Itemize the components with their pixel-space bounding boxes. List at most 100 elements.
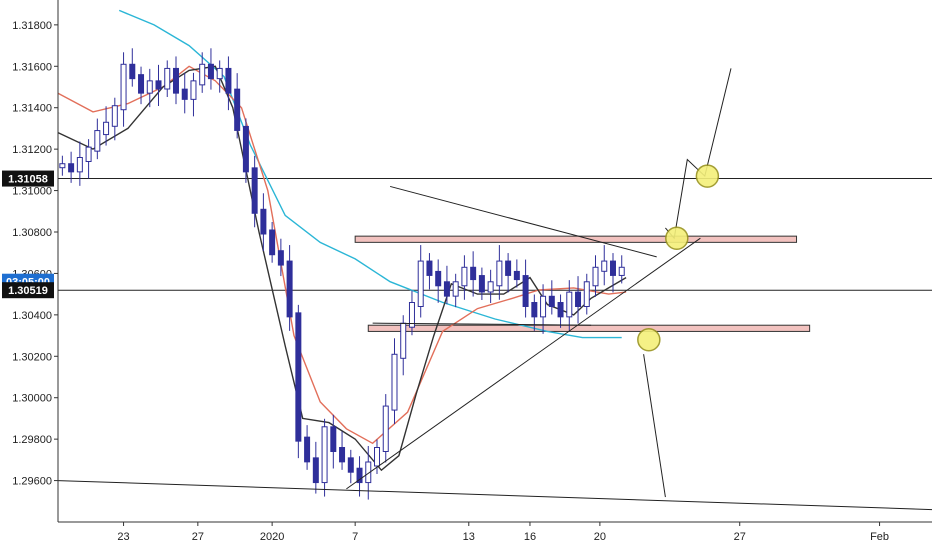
- candle-body: [225, 67, 232, 94]
- moving-average-line: [57, 65, 627, 472]
- axes: [57, 0, 932, 523]
- price-badge: [2, 282, 54, 299]
- candle-body: [339, 447, 346, 463]
- y-tick-label: 1.30400: [12, 310, 52, 322]
- candle-body: [478, 275, 485, 293]
- y-tick-label: 1.31600: [12, 61, 52, 73]
- candle-body: [59, 163, 66, 169]
- candle-body: [391, 353, 398, 411]
- trendline: [372, 322, 592, 326]
- x-tick-label: 16: [524, 531, 536, 543]
- y-tick-label: 1.30000: [12, 393, 52, 405]
- candles: [59, 48, 625, 500]
- candle-body: [417, 260, 424, 308]
- candle-body: [129, 63, 136, 80]
- candle-body: [68, 163, 75, 173]
- candle-body: [609, 260, 616, 276]
- x-axis-ticks: 23 27 2020 7 13 16 20 27 Feb: [117, 522, 889, 543]
- y-axis-ticks: 1.31800 1.31600 1.31400 1.31200 1.31000 1.308…: [12, 20, 58, 488]
- candle-body: [583, 281, 590, 307]
- candle-body: [138, 74, 145, 94]
- candle-body: [382, 405, 389, 453]
- x-tick-label: Feb: [870, 531, 889, 543]
- candle-body: [548, 295, 555, 307]
- y-tick-label: 1.31200: [12, 144, 52, 156]
- candle-body: [286, 260, 293, 318]
- trendline: [389, 185, 657, 258]
- candle-body: [487, 281, 494, 293]
- candle-body: [426, 260, 433, 276]
- candle-body: [277, 250, 284, 266]
- candle-body: [260, 208, 267, 235]
- candle-body: [601, 260, 608, 272]
- candle-body: [85, 146, 92, 162]
- candle-body: [400, 322, 407, 359]
- candle-body: [470, 266, 477, 281]
- x-tick-label: 13: [463, 531, 475, 543]
- marker-circle: [665, 226, 689, 250]
- candle-body: [540, 295, 547, 318]
- y-tick-label: 1.30800: [12, 227, 52, 239]
- horizontal-lines: [58, 178, 932, 291]
- candle-body: [505, 260, 512, 276]
- candle-body: [199, 63, 206, 86]
- candle-body: [312, 457, 319, 484]
- candle-body: [216, 67, 223, 80]
- candle-body: [557, 302, 564, 318]
- y-tick-label: 1.31000: [12, 186, 52, 198]
- candle-body: [172, 67, 179, 94]
- candle-body: [234, 88, 241, 131]
- moving-average-line: [118, 9, 622, 339]
- candle-body: [575, 291, 582, 307]
- candle-body: [347, 457, 354, 473]
- x-tick-label: 7: [352, 531, 358, 543]
- candle-body: [181, 88, 188, 100]
- x-tick-label: 27: [192, 531, 204, 543]
- y-tick-label: 1.31400: [12, 103, 52, 115]
- resistance-support-zone: [367, 324, 811, 332]
- candle-body: [251, 167, 258, 214]
- candle-body: [435, 270, 442, 287]
- candle-body: [374, 447, 381, 467]
- candle-body: [111, 105, 118, 127]
- candle-body: [304, 436, 311, 463]
- y-tick-label: 1.29800: [12, 434, 52, 446]
- marker-circle: [695, 164, 720, 188]
- candle-body: [321, 426, 328, 484]
- y-tick-label: 1.30200: [12, 351, 52, 363]
- candle-body: [408, 302, 415, 328]
- candle-body: [618, 266, 625, 276]
- marker-circle: [637, 327, 661, 352]
- candle-body: [242, 125, 249, 173]
- x-tick-label: 20: [594, 531, 606, 543]
- candle-body: [94, 130, 101, 152]
- candle-body: [76, 157, 83, 173]
- candle-body: [461, 266, 468, 287]
- candle-body: [146, 80, 153, 94]
- x-tick-label: 23: [117, 531, 129, 543]
- candle-body: [452, 281, 459, 297]
- candle-body: [365, 461, 372, 484]
- x-tick-label: 2020: [260, 531, 284, 543]
- candle-body: [155, 80, 162, 90]
- candle-body: [207, 63, 214, 80]
- y-tick-label: 1.29600: [12, 476, 52, 488]
- price-badge-label: 1.30519: [8, 285, 48, 297]
- candle-body: [496, 260, 503, 287]
- candle-body: [330, 426, 337, 452]
- projection-path: [643, 354, 666, 498]
- candle-body: [592, 266, 599, 287]
- trendline: [346, 237, 701, 490]
- markers: [637, 164, 720, 352]
- candle-body: [164, 67, 171, 90]
- candle-body: [513, 270, 520, 281]
- x-tick-label: 27: [734, 531, 746, 543]
- candle-body: [269, 229, 276, 256]
- candle-body: [120, 63, 127, 111]
- candle-body: [522, 275, 529, 308]
- candle-body: [443, 281, 450, 297]
- trendlines: [57, 185, 932, 511]
- candle-body: [190, 80, 197, 100]
- candle-body: [566, 291, 573, 318]
